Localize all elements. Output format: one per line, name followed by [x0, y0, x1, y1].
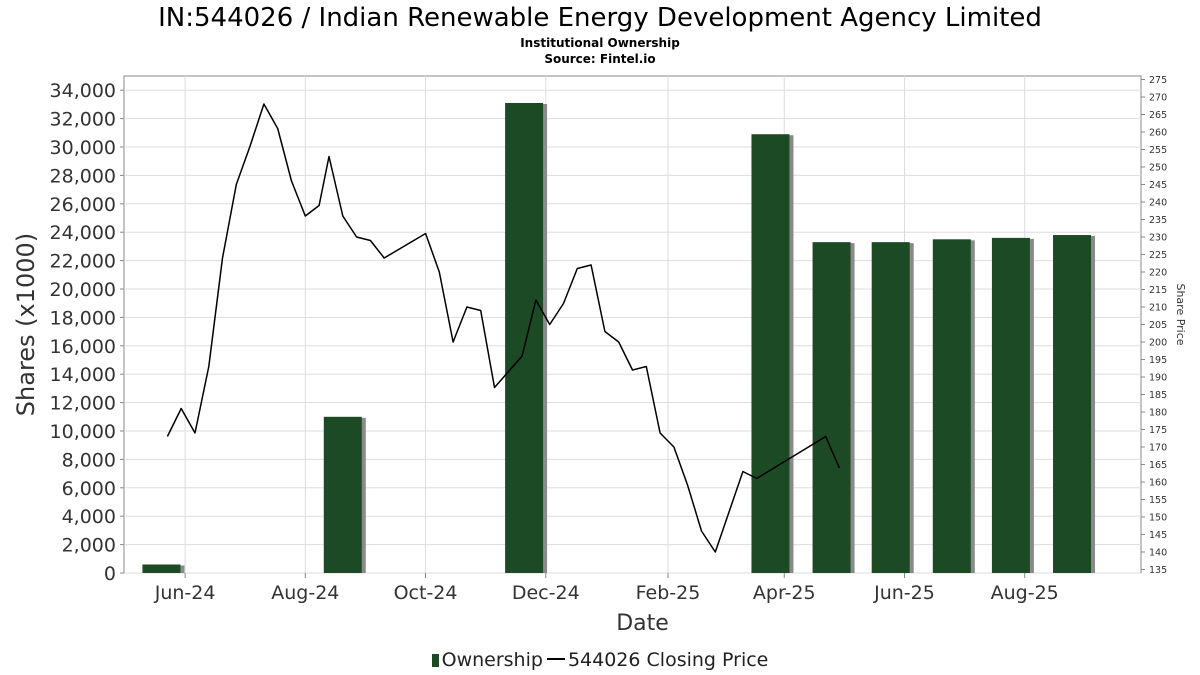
y2-tick-label: 140	[1149, 548, 1167, 559]
x-tick-label: Feb-25	[636, 582, 701, 604]
y2-tick-label: 190	[1149, 373, 1167, 384]
y-tick-label: 2,000	[62, 535, 116, 557]
x-tick-label: Oct-24	[394, 582, 458, 604]
y-tick-label: 30,000	[50, 137, 116, 159]
y2-tick-label: 165	[1149, 460, 1167, 471]
x-tick-label: Dec-24	[512, 582, 580, 604]
y2-axis-label: Share Price	[1174, 283, 1187, 345]
ownership-bar	[142, 564, 181, 573]
y2-tick-label: 255	[1149, 145, 1167, 156]
y2-tick-label: 215	[1149, 285, 1167, 296]
y2-tick-label: 245	[1149, 180, 1167, 191]
chart-legend: Ownership 544026 Closing Price	[0, 648, 1200, 672]
ownership-bar	[751, 134, 790, 573]
y-axis-label: Shares (x1000)	[12, 233, 40, 416]
x-tick-label: Jun-24	[154, 582, 216, 604]
y2-tick-label: 160	[1149, 478, 1167, 489]
legend-price-label: 544026 Closing Price	[567, 649, 769, 671]
y-tick-label: 20,000	[50, 279, 116, 301]
y2-tick-label: 135	[1149, 565, 1167, 576]
chart-subtitle: Institutional Ownership	[520, 36, 680, 50]
x-tick-label: Aug-25	[991, 582, 1059, 604]
y-tick-label: 16,000	[50, 336, 116, 358]
y-tick-label: 8,000	[62, 449, 116, 471]
y-tick-label: 4,000	[62, 506, 116, 528]
y-tick-label: 18,000	[50, 307, 116, 329]
legend-ownership-swatch	[431, 654, 439, 667]
plot-area	[123, 75, 1142, 574]
legend-price-line-swatch	[546, 658, 565, 660]
y2-tick-label: 175	[1149, 425, 1167, 436]
ownership-bar	[323, 416, 362, 573]
y-tick-label: 32,000	[50, 109, 116, 131]
chart-title: IN:544026 / Indian Renewable Energy Deve…	[158, 3, 1042, 33]
y2-tick-label: 260	[1149, 128, 1167, 139]
ownership-bar	[932, 239, 971, 574]
ownership-bar	[991, 237, 1030, 573]
y2-tick-label: 185	[1149, 390, 1167, 401]
x-axis-label: Date	[616, 611, 669, 636]
ownership-bar	[871, 242, 910, 573]
y2-tick-label: 230	[1149, 233, 1167, 244]
y2-tick-label: 195	[1149, 355, 1167, 366]
ownership-bar	[505, 102, 544, 573]
y2-tick-label: 235	[1149, 215, 1167, 226]
x-tick-label: Apr-25	[753, 582, 816, 604]
ownership-bar	[1053, 235, 1092, 574]
y2-tick-label: 265	[1149, 110, 1167, 121]
y-tick-label: 6,000	[62, 478, 116, 500]
y-tick-label: 14,000	[50, 364, 116, 386]
y2-tick-label: 210	[1149, 303, 1167, 314]
y2-tick-label: 155	[1149, 495, 1167, 506]
y-tick-label: 10,000	[50, 421, 116, 443]
y2-tick-label: 200	[1149, 338, 1167, 349]
ownership-bar	[812, 242, 851, 573]
y2-tick-label: 220	[1149, 268, 1167, 279]
x-tick-label: Aug-24	[271, 582, 339, 604]
y-tick-label: 34,000	[50, 80, 116, 102]
y2-tick-label: 225	[1149, 250, 1167, 261]
y2-tick-label: 150	[1149, 513, 1167, 524]
y-tick-label: 26,000	[50, 194, 116, 216]
y2-tick-label: 180	[1149, 408, 1167, 419]
y2-tick-label: 270	[1149, 93, 1167, 104]
y2-tick-label: 205	[1149, 320, 1167, 331]
x-tick-label: Jun-25	[873, 582, 935, 604]
y-tick-label: 22,000	[50, 251, 116, 273]
y-tick-label: 28,000	[50, 165, 116, 187]
y2-tick-label: 250	[1149, 163, 1167, 174]
y-tick-label: 24,000	[50, 222, 116, 244]
price-line	[166, 103, 841, 553]
chart-source: Source: Fintel.io	[544, 52, 656, 66]
y2-tick-label: 170	[1149, 443, 1167, 454]
y2-tick-label: 240	[1149, 198, 1167, 209]
y-tick-label: 0	[104, 563, 116, 585]
y2-tick-label: 275	[1149, 75, 1167, 86]
y2-tick-label: 145	[1149, 530, 1167, 541]
legend-ownership-label: Ownership	[441, 649, 543, 671]
y-tick-label: 12,000	[50, 393, 116, 415]
